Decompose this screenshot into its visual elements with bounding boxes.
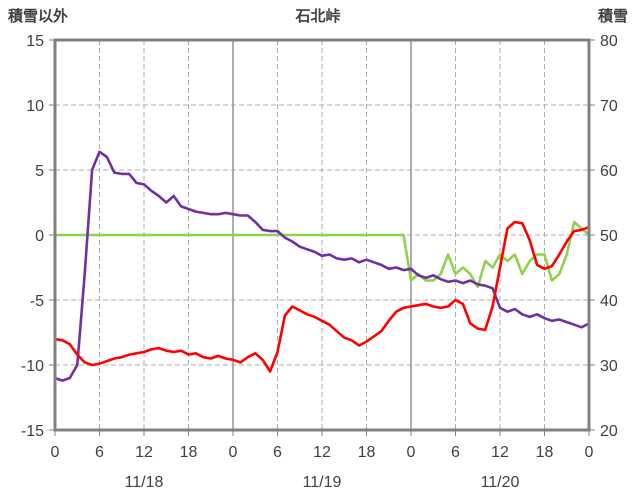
hour-tick-label: 18 <box>180 444 198 461</box>
series-red-line <box>53 220 591 373</box>
chart-title: 石北峠 <box>294 7 340 25</box>
hour-tick-label: 12 <box>313 444 331 461</box>
series-snow-depth <box>53 220 591 289</box>
right-tick-label: 70 <box>600 98 618 115</box>
right-tick-label: 50 <box>600 228 618 245</box>
hour-tick-label: 0 <box>585 444 594 461</box>
hour-tick-label: 6 <box>95 444 104 461</box>
tick-marks <box>49 39 595 436</box>
day-label: 11/18 <box>125 474 164 491</box>
left-tick-label: 5 <box>35 163 44 180</box>
hour-tick-label: 6 <box>273 444 282 461</box>
left-tick-label: 0 <box>35 228 44 245</box>
hour-tick-label: 12 <box>491 444 509 461</box>
hour-tick-label: 6 <box>451 444 460 461</box>
hour-tick-label: 12 <box>135 444 153 461</box>
right-tick-label: 80 <box>600 33 618 50</box>
hour-tick-label: 18 <box>358 444 376 461</box>
right-tick-label: 30 <box>600 358 618 375</box>
left-tick-label: -5 <box>30 293 44 310</box>
left-tick-label: -15 <box>21 423 44 440</box>
left-tick-label: 10 <box>26 98 44 115</box>
hour-tick-label: 18 <box>536 444 554 461</box>
right-tick-label: 60 <box>600 163 618 180</box>
left-tick-label: 15 <box>26 33 44 50</box>
hour-tick-label: 0 <box>51 444 60 461</box>
data-series <box>53 150 591 382</box>
series-purple-line <box>53 150 591 382</box>
right-tick-label: 40 <box>600 293 618 310</box>
left-tick-label: -10 <box>21 358 44 375</box>
hour-tick-label: 0 <box>229 444 238 461</box>
right-axis-title: 積雪 <box>597 7 628 25</box>
day-label: 11/19 <box>303 474 342 491</box>
day-label: 11/20 <box>481 474 520 491</box>
left-axis-title: 積雪以外 <box>7 7 68 25</box>
right-tick-label: 20 <box>600 423 618 440</box>
hour-tick-label: 0 <box>407 444 416 461</box>
